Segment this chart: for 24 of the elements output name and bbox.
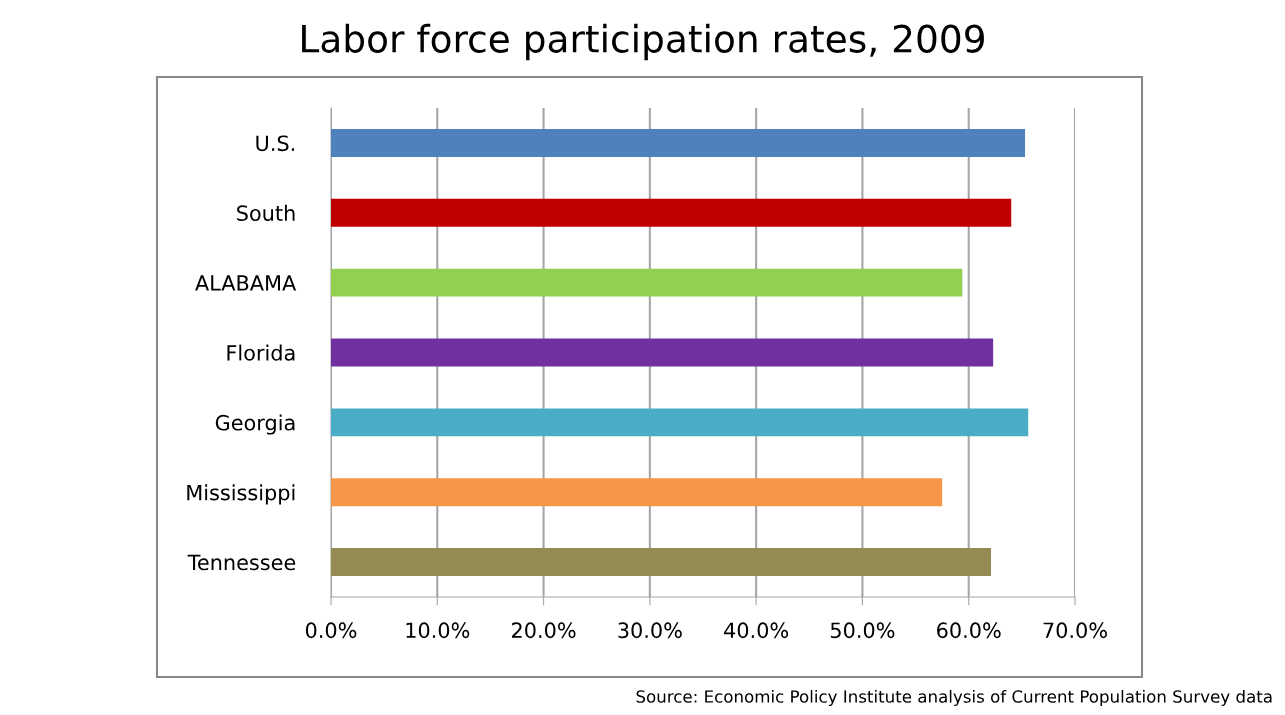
bar bbox=[331, 548, 992, 577]
bar bbox=[331, 128, 1026, 157]
x-tick-label: 50.0% bbox=[830, 622, 895, 639]
chart-title: Labor force participation rates, 2009 bbox=[302, 23, 984, 61]
y-tick-label: Mississippi bbox=[187, 484, 295, 505]
y-tick-label: South bbox=[237, 204, 295, 221]
bar bbox=[331, 338, 994, 367]
y-tick-label: Georgia bbox=[215, 414, 295, 435]
y-tick-label: U.S. bbox=[256, 135, 295, 152]
source-note: Source: Economic Policy Institute analysis of Current Population Survey data bbox=[636, 689, 1272, 707]
bar bbox=[331, 268, 963, 297]
x-tick-label: 30.0% bbox=[618, 622, 682, 639]
y-tick-label: ALABAMA bbox=[195, 275, 297, 291]
x-tick-label: 20.0% bbox=[512, 622, 576, 639]
bar bbox=[331, 478, 943, 507]
x-tick-label: 0.0% bbox=[305, 622, 357, 639]
bar bbox=[331, 198, 1012, 227]
x-tick-label: 40.0% bbox=[724, 622, 789, 639]
x-tick-label: 70.0% bbox=[1043, 622, 1107, 639]
y-tick-label: Florida bbox=[227, 344, 295, 361]
y-tick-label: Tennessee bbox=[187, 554, 296, 571]
x-tick-label: 10.0% bbox=[406, 622, 470, 639]
x-tick-label: 60.0% bbox=[937, 622, 1001, 639]
bar bbox=[331, 408, 1029, 437]
